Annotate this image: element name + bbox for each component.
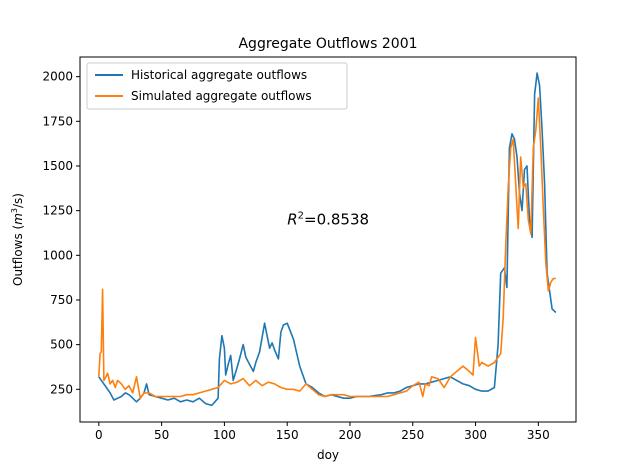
y-axis-label-unit-exp: 3 [10,208,19,213]
x-tick-label: 0 [95,428,103,442]
legend: Historical aggregate outflows Simulated … [86,62,348,110]
x-tick-label: 50 [154,428,169,442]
series-lines [98,72,557,407]
x-tick-label: 200 [339,428,362,442]
y-axis-label: Outflows (m3/s) [10,193,25,286]
legend-label-simulated: Simulated aggregate outflows [131,89,312,103]
y-axis-label-unit-base: m [11,213,25,225]
y-axis-label-main: Outflows ( [11,225,25,286]
y-axis-ticks: 250 500 750 1000 1250 1500 1750 2000 [42,70,80,396]
x-axis-ticks: 0 50 100 150 200 250 300 350 [95,422,550,442]
y-tick-label: 750 [50,293,73,307]
y-tick-label: 250 [50,382,73,396]
x-tick-label: 150 [276,428,299,442]
series-line-simulated [98,97,556,399]
annotation-r: R [287,211,297,229]
x-axis-label: doy [317,448,339,462]
annotation-value: =0.8538 [304,211,369,229]
y-tick-label: 500 [50,338,73,352]
x-tick-label: 250 [401,428,424,442]
r-squared-annotation: R2=0.8538 [287,211,369,229]
plot-frame [79,56,577,423]
chart-title: Aggregate Outflows 2001 [238,36,417,52]
y-tick-label: 1250 [42,204,73,218]
annotation-sup: 2 [298,211,304,222]
y-tick-label: 2000 [42,70,73,84]
x-tick-label: 100 [213,428,236,442]
legend-label-historical: Historical aggregate outflows [131,68,307,82]
x-tick-label: 300 [464,428,487,442]
legend-box [86,62,348,110]
y-axis-label-unit-rest: /s) [11,193,25,208]
y-tick-label: 1000 [42,248,73,262]
y-tick-label: 1750 [42,114,73,128]
x-tick-label: 350 [527,428,550,442]
y-tick-label: 1500 [42,159,73,173]
